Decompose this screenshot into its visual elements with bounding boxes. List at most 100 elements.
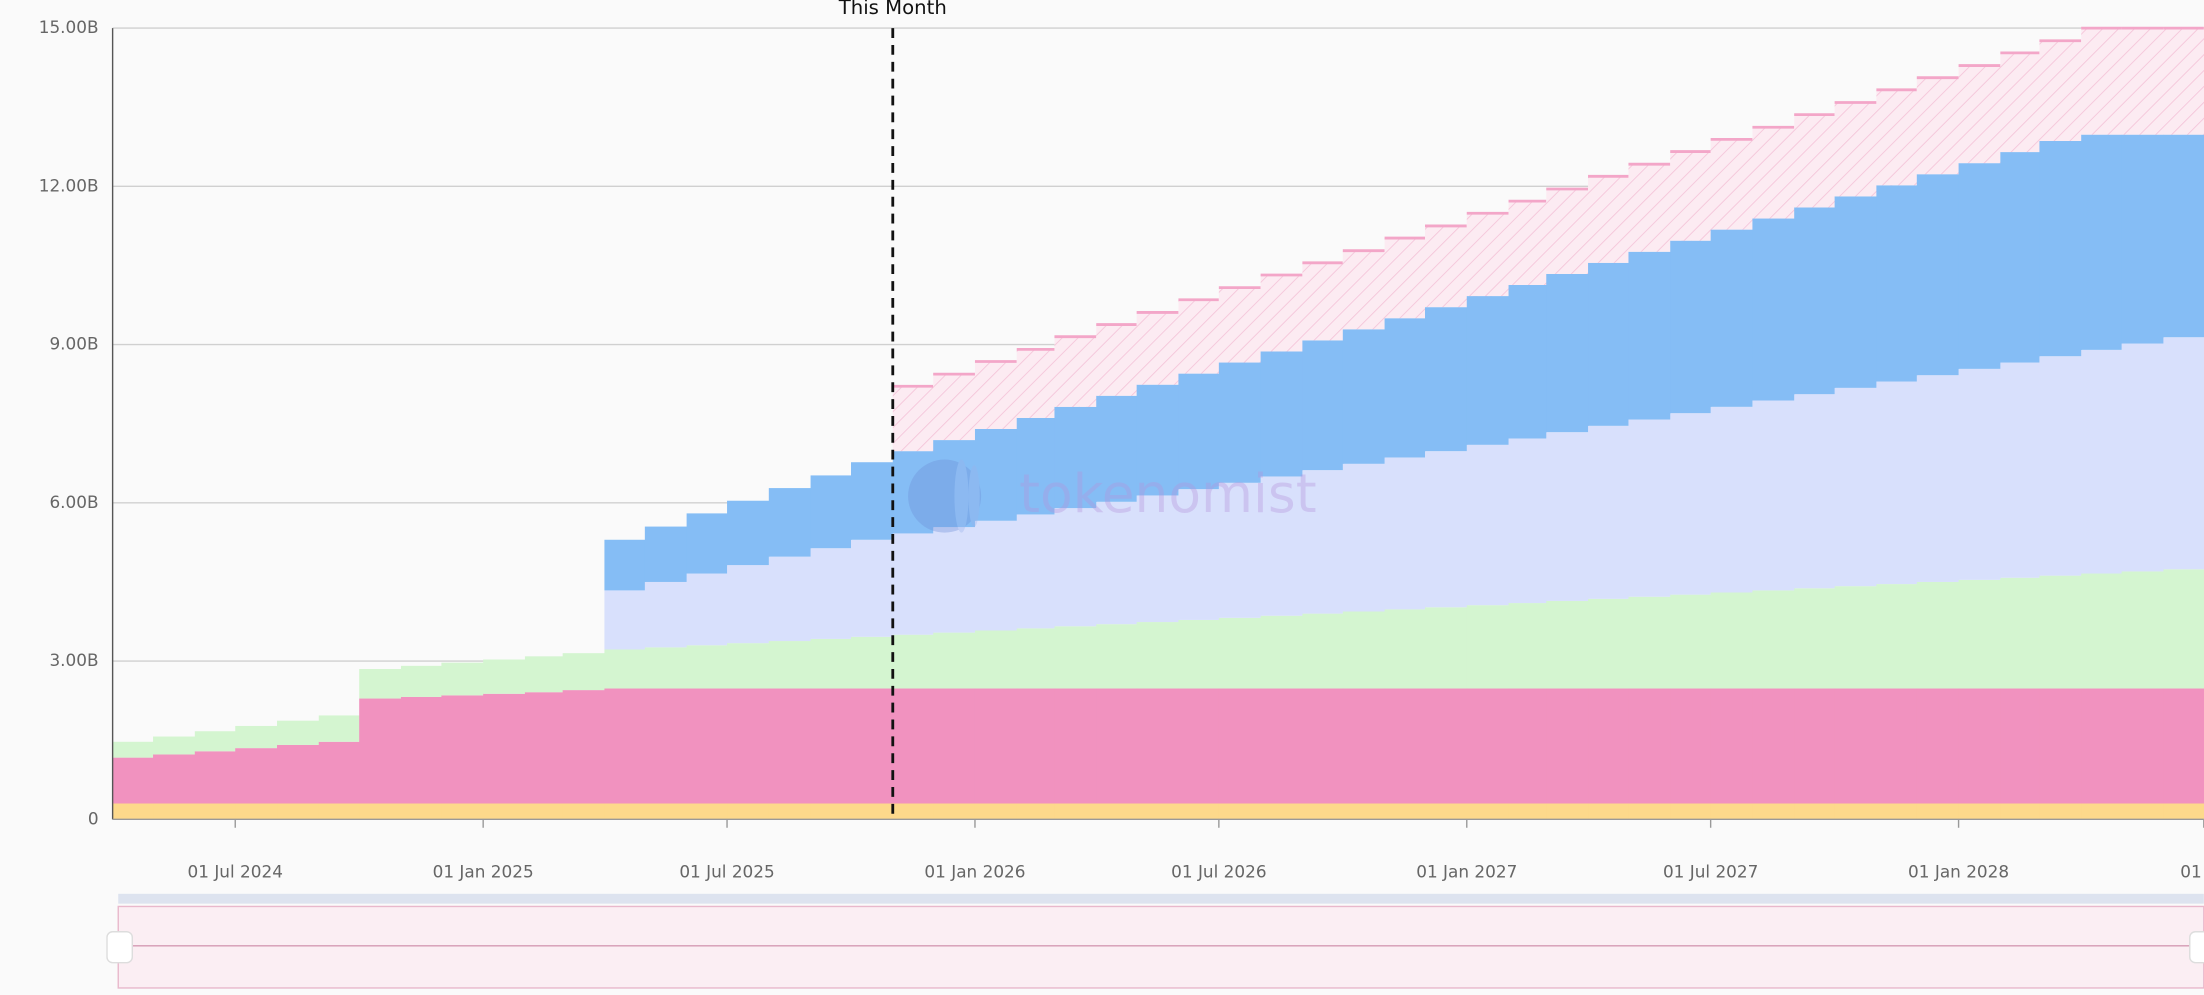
- area-segment: [1834, 688, 1878, 804]
- area-segment: [1916, 688, 1960, 804]
- hatched-segment: [1670, 151, 1712, 241]
- area-segment: [1710, 229, 1754, 407]
- area-segment: [1218, 803, 1262, 820]
- area-segment: [1508, 438, 1547, 604]
- area-segment: [892, 533, 934, 635]
- area-segment: [686, 645, 728, 689]
- area-segment: [686, 513, 728, 574]
- area-segment: [644, 688, 688, 804]
- area-segment: [1425, 688, 1468, 804]
- area-segment: [1466, 803, 1510, 820]
- area-segment: [1628, 688, 1671, 804]
- area-segment: [1096, 688, 1138, 804]
- area-segment: [1425, 451, 1468, 608]
- area-segment: [1628, 251, 1671, 420]
- area-segment: [892, 634, 934, 689]
- area-segment: [768, 556, 812, 642]
- x-tick-label: 01 Jan 2026: [924, 862, 1025, 882]
- y-tick-label: 9.00B: [49, 334, 98, 354]
- area-segment: [851, 803, 894, 820]
- hatched-segment: [1794, 114, 1836, 208]
- x-tick-label: 01 Jul 2024: [188, 862, 283, 882]
- area-segment: [1752, 400, 1795, 591]
- area-segment: [1752, 218, 1795, 401]
- area-segment: [974, 630, 1018, 689]
- area-segment: [1425, 803, 1468, 820]
- area-segment: [1425, 307, 1468, 452]
- area-segment: [851, 688, 894, 804]
- area-segment: [112, 757, 154, 804]
- area-segment: [851, 636, 894, 689]
- hatched-segment: [2039, 40, 2082, 141]
- area-segment: [727, 803, 770, 820]
- navigator-window[interactable]: [117, 905, 2204, 989]
- area-segment: [2039, 803, 2082, 820]
- watermark-logo: [954, 459, 969, 533]
- area-segment: [768, 641, 812, 689]
- area-segment: [1834, 387, 1878, 587]
- hatched-segment: [1710, 139, 1754, 230]
- area-segment: [1508, 603, 1547, 689]
- area-segment: [604, 590, 646, 650]
- area-segment: [1302, 613, 1344, 689]
- area-segment: [1136, 622, 1180, 689]
- area-segment: [1588, 803, 1630, 820]
- area-segment: [1096, 624, 1138, 689]
- area-segment: [1834, 586, 1878, 689]
- area-segment: [1466, 688, 1510, 804]
- hatched-segment: [1054, 336, 1097, 407]
- x-tick-label: 01 Jul: [2180, 862, 2204, 882]
- area-segment: [1752, 688, 1795, 804]
- area-segment: [2039, 356, 2082, 576]
- x-tick-label: 01 Jan 2028: [1908, 862, 2009, 882]
- x-tick-label: 01 Jul 2026: [1171, 862, 1266, 882]
- hatched-segment: [1096, 324, 1138, 396]
- area-segment: [1508, 803, 1547, 820]
- area-segment: [686, 688, 728, 804]
- area-segment: [1794, 803, 1836, 820]
- area-segment: [235, 803, 278, 820]
- area-segment: [318, 715, 360, 742]
- area-segment: [441, 662, 484, 696]
- navigator-handle[interactable]: [2189, 931, 2204, 964]
- area-segment: [1384, 803, 1426, 820]
- axes: 0 3.00B 6.00B 9.00B 12.00B 15.00B 01 Jul 2024 0…: [39, 17, 2204, 882]
- area-segment: [1466, 444, 1510, 606]
- navigator-handle[interactable]: [106, 931, 133, 964]
- area-segment: [974, 688, 1018, 804]
- area-segment: [1136, 495, 1180, 623]
- area-segment: [892, 688, 934, 804]
- area-segment: [2000, 362, 2041, 578]
- area-segment: [644, 803, 688, 820]
- area-segment: [1302, 340, 1344, 471]
- area-segment: [318, 803, 360, 820]
- area-segment: [2163, 569, 2204, 689]
- area-segment: [1916, 174, 1960, 376]
- area-segment: [2081, 134, 2123, 350]
- area-segment: [933, 803, 976, 820]
- area-segment: [644, 647, 688, 689]
- area-segment: [1670, 240, 1712, 414]
- area-segment: [2081, 688, 2123, 804]
- x-tick-label: 01 Jul 2025: [679, 862, 774, 882]
- area-segment: [1710, 803, 1754, 820]
- area-segment: [441, 803, 484, 820]
- navigator-scrollbar[interactable]: [118, 893, 2204, 904]
- area-segment: [1302, 688, 1344, 804]
- area-segment: [768, 488, 812, 557]
- area-segment: [1302, 803, 1344, 820]
- navigator[interactable]: [106, 893, 2204, 989]
- area-segment: [1384, 688, 1426, 804]
- area-segment: [483, 693, 526, 804]
- area-segment: [1546, 600, 1589, 689]
- area-segment: [1384, 609, 1426, 689]
- area-segment: [1466, 605, 1510, 689]
- watermark-logo: [968, 465, 980, 528]
- hatched-segment: [1508, 201, 1547, 285]
- area-segment: [1016, 628, 1056, 689]
- area-segment: [768, 688, 812, 804]
- watermark: tokenomist: [908, 459, 1317, 533]
- area-segment: [1508, 284, 1547, 439]
- area-segment: [604, 539, 646, 591]
- area-segment: [153, 803, 196, 820]
